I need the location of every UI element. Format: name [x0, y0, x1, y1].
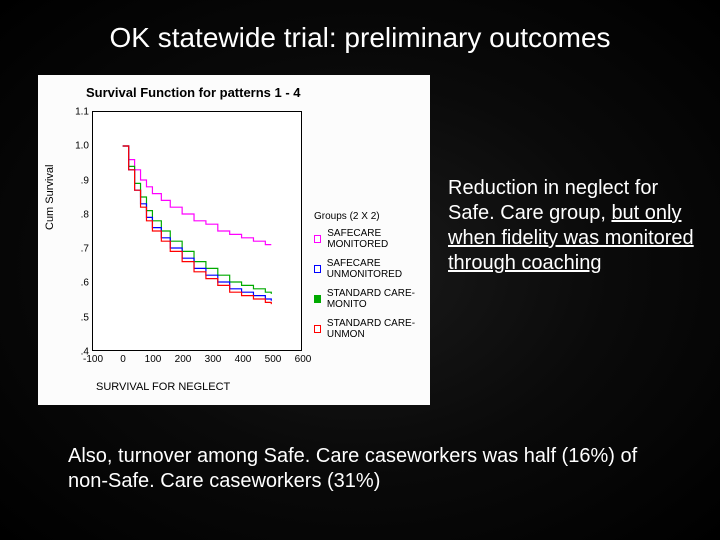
xtick-label: 0 [120, 354, 126, 365]
side-annotation: Reduction in neglect for Safe. Care grou… [448, 176, 696, 276]
legend-item: SAFECARE MONITORED [314, 228, 430, 250]
ytick-label: .5 [81, 312, 89, 323]
legend-label: STANDARD CARE-MONITO [327, 288, 430, 310]
ytick-label: .9 [81, 175, 89, 186]
legend-label: SAFECARE MONITORED [327, 228, 430, 250]
chart-plot-area: .4.5.6.7.8.91.01.1-100010020030040050060… [92, 111, 302, 351]
legend-item: SAFECARE UNMONITORED [314, 258, 430, 280]
legend-marker [314, 295, 321, 303]
legend-marker [314, 235, 321, 243]
ytick-label: 1.0 [75, 141, 89, 152]
chart-lines [93, 112, 301, 350]
ytick-label: .6 [81, 278, 89, 289]
xtick-label: 400 [235, 354, 252, 365]
xtick-label: 600 [295, 354, 312, 365]
legend-marker [314, 325, 321, 333]
series-line [123, 146, 272, 301]
legend-label: SAFECARE UNMONITORED [327, 258, 430, 280]
chart-legend: Groups (2 X 2) SAFECARE MONITORED SAFECAR… [314, 211, 430, 348]
legend-marker [314, 265, 321, 273]
chart-sublabel: SURVIVAL FOR NEGLECT [96, 381, 230, 393]
series-line [123, 146, 272, 304]
slide-title: OK statewide trial: preliminary outcomes [0, 22, 720, 54]
chart-title: Survival Function for patterns 1 - 4 [86, 85, 301, 100]
chart-ylabel: Cum Survival [44, 165, 56, 230]
ytick-label: .7 [81, 244, 89, 255]
legend-item: STANDARD CARE-UNMON [314, 318, 430, 340]
xtick-label: 300 [205, 354, 222, 365]
legend-label: STANDARD CARE-UNMON [327, 318, 430, 340]
chart-panel: Survival Function for patterns 1 - 4 Cum… [38, 75, 430, 405]
xtick-label: 500 [265, 354, 282, 365]
legend-item: STANDARD CARE-MONITO [314, 288, 430, 310]
ytick-label: 1.1 [75, 107, 89, 118]
bottom-annotation: Also, turnover among Safe. Care casework… [68, 444, 668, 494]
xtick-label: -100 [83, 354, 103, 365]
series-line [123, 146, 272, 245]
xtick-label: 100 [145, 354, 162, 365]
ytick-label: .8 [81, 209, 89, 220]
legend-title: Groups (2 X 2) [314, 211, 430, 222]
xtick-label: 200 [175, 354, 192, 365]
